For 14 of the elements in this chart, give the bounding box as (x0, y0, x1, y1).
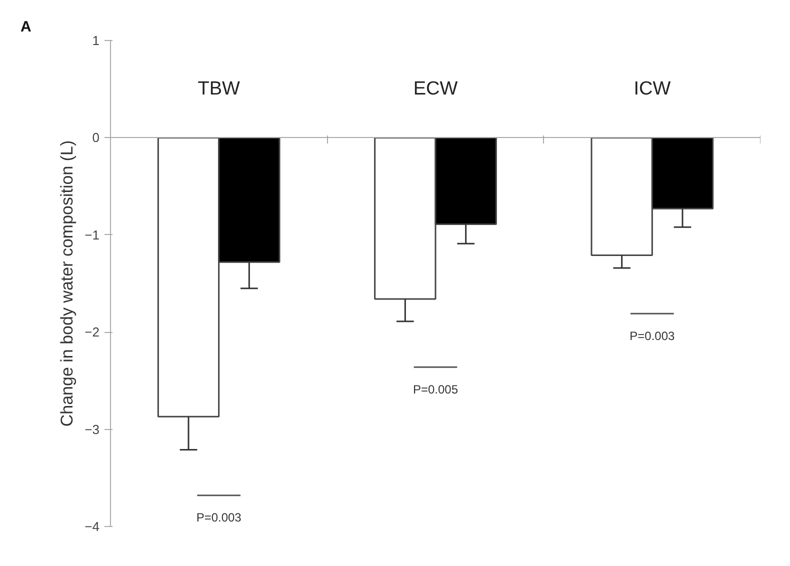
x-tick-label: TBW (198, 78, 240, 100)
y-tick-label: 1 (92, 33, 100, 48)
y-tick-label: −1 (84, 227, 100, 242)
x-tick-label: ICW (634, 78, 671, 100)
y-tick-label: −4 (84, 519, 100, 534)
y-tick-label: −3 (84, 422, 100, 437)
text: A (20, 18, 32, 36)
annotation: P=0.003 (196, 510, 242, 525)
y-axis-title: Change in body water composition (L) (58, 140, 77, 427)
y-tick-label: −2 (84, 324, 100, 340)
annotation: P=0.005 (412, 382, 458, 396)
x-tick-label: ECW (413, 78, 458, 100)
y-tick-label: 0 (92, 130, 100, 146)
annotation: P=0.003 (630, 328, 676, 343)
